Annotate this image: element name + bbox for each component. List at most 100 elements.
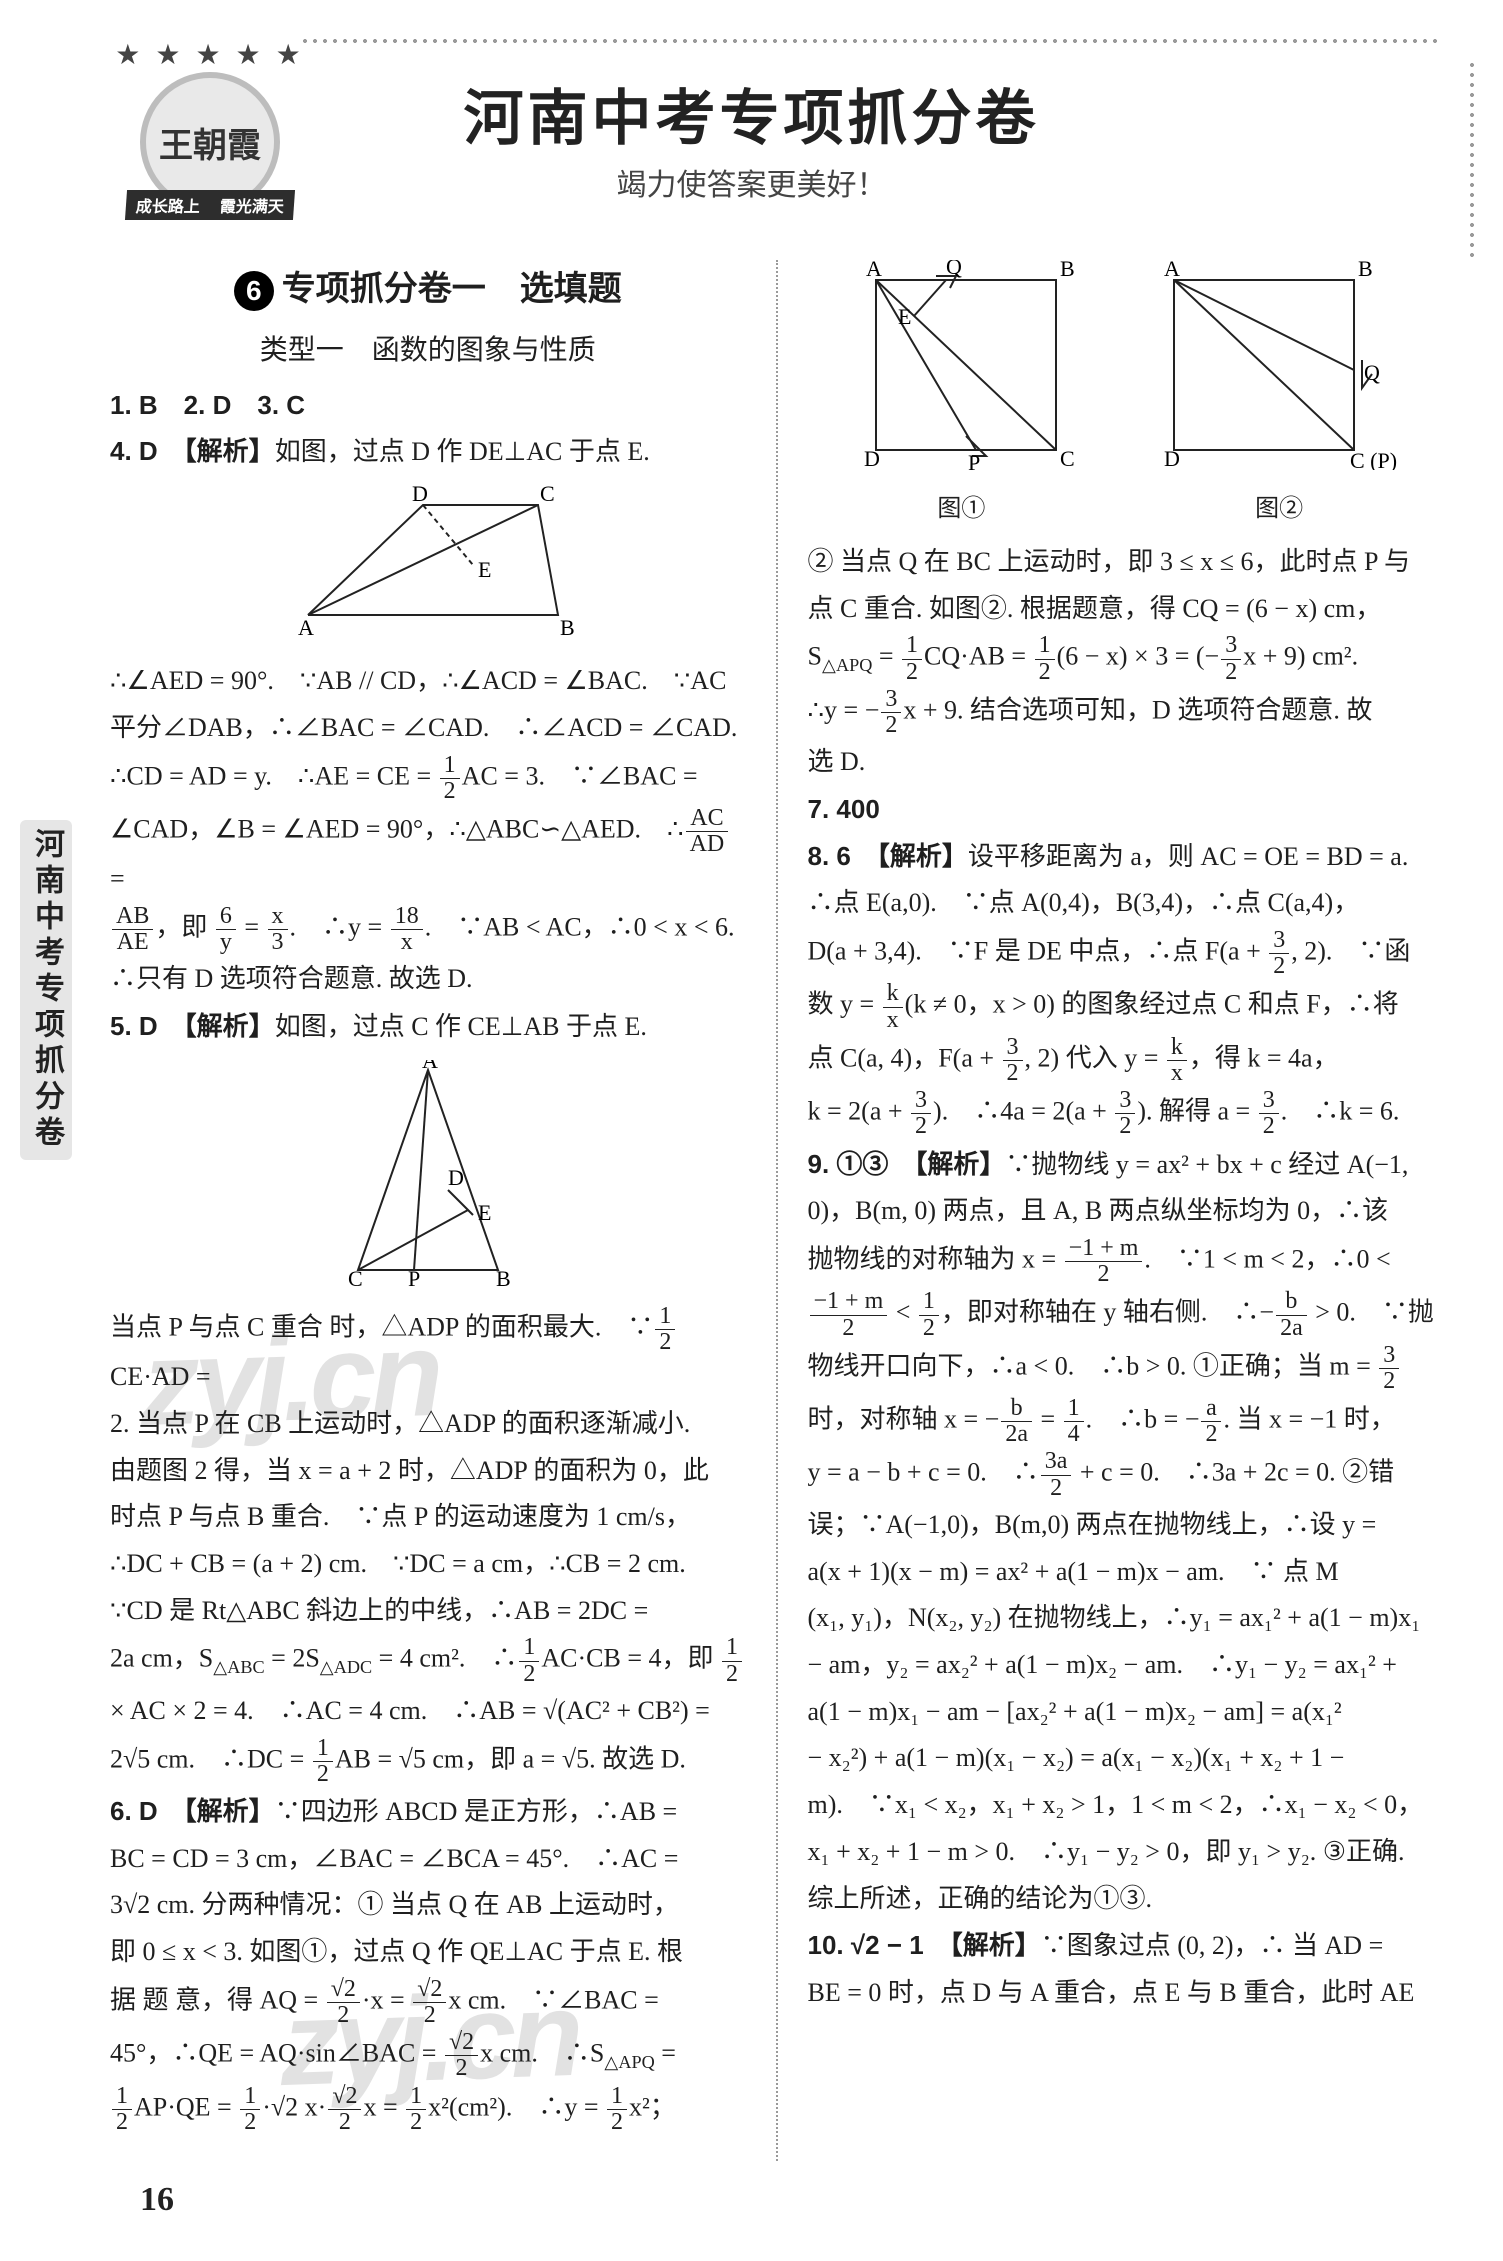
q5-body: × AC × 2 = 4. ∴AC = 4 cm. ∴AB = √(AC² + … (110, 1689, 746, 1734)
svg-text:E: E (898, 304, 911, 329)
star-icon: ★ ★ ★ ★ ★ (110, 38, 310, 72)
q6-body: BC = CD = 3 cm，∠BAC = ∠BCA = 45°. ∴AC = (110, 1837, 746, 1882)
section-heading: 6专项抓分卷一 选填题 (110, 260, 746, 318)
q9-body: 时，对称轴 x = −b2a = 14. ∴b = −a2. 当 x = −1 … (808, 1396, 1444, 1447)
q7-line: 7. 400 (808, 787, 1444, 832)
svg-text:A: A (1164, 260, 1180, 281)
figure-2-caption: 图② (1154, 489, 1404, 530)
q6-line: 6. D 【解析】∵四边形 ABCD 是正方形，∴AB = (110, 1789, 746, 1835)
svg-text:C: C (1060, 446, 1075, 470)
q9-body: 误；∵A(−1,0)，B(m,0) 两点在抛物线上，∴设 y = (808, 1503, 1444, 1548)
figure-2-wrap: A B D Q C (P) 图② (1154, 260, 1404, 530)
answers-line: 1. B 2. D 3. C (110, 383, 746, 428)
svg-text:A: A (866, 260, 882, 281)
q6-body: 即 0 ≤ x < 3. 如图①，过点 Q 作 QE⊥AC 于点 E. 根 (110, 1930, 746, 1975)
q10-head: 10. √2 − 1 【解析】 (808, 1930, 1041, 1960)
q6-body: 45°，∴QE = AQ·sin∠BAC = √22x cm. ∴S△APQ = (110, 2030, 746, 2081)
svg-text:C: C (348, 1266, 363, 1290)
type-heading: 类型一 函数的图象与性质 (110, 326, 746, 374)
figure-1-caption: 图① (846, 489, 1076, 530)
q9-body: 0)，B(m, 0) 两点，且 A, B 两点纵坐标均为 0，∴该 (808, 1189, 1444, 1234)
q5-body: 由题图 2 得，当 x = a + 2 时，△ADP 的面积为 0，此 (110, 1449, 746, 1494)
q9-body: −1 + m2 < 12，即对称轴在 y 轴右侧. ∴−b2a > 0. ∵抛 (808, 1289, 1444, 1340)
q10-line: 10. √2 − 1 【解析】∵图象过点 (0, 2)，∴ 当 AD = (808, 1923, 1444, 1969)
svg-text:D: D (448, 1165, 464, 1190)
q8-intro: 设平移距离为 a，则 AC = OE = BD = a. (968, 842, 1408, 871)
svg-text:E: E (478, 1200, 491, 1225)
svg-text:P: P (968, 450, 980, 470)
q9-body: − am，y₂ = ax₂² + a(1 − m)x₂ − am. ∴y₁ − … (808, 1643, 1444, 1688)
svg-text:D: D (412, 485, 428, 506)
section-number-icon: 6 (234, 271, 274, 311)
q4-body: ∴只有 D 选项符合题意. 故选 D. (110, 957, 746, 1002)
page-number: 16 (140, 2181, 174, 2219)
q6-intro: ∵四边形 ABCD 是正方形，∴AB = (275, 1797, 678, 1826)
q5-head: 5. D 【解析】 (110, 1011, 275, 1041)
q4-body: 平分∠DAB，∴∠BAC = ∠CAD. ∴∠ACD = ∠CAD. (110, 706, 746, 751)
svg-text:A: A (422, 1060, 438, 1073)
q6r-body: ② 当点 Q 在 BC 上运动时，即 3 ≤ x ≤ 6，此时点 P 与 (808, 540, 1444, 585)
content-area: 6专项抓分卷一 选填题 类型一 函数的图象与性质 1. B 2. D 3. C … (110, 260, 1443, 2161)
q5-body: 2√5 cm. ∴DC = 12AB = √5 cm，即 a = √5. 故选 … (110, 1736, 746, 1787)
right-column: A B C D E Q P 图① A B D (808, 260, 1444, 2161)
q8-head: 8. 6 【解析】 (808, 841, 968, 871)
svg-text:C: C (540, 485, 555, 506)
q4-head: 4. D 【解析】 (110, 436, 275, 466)
q9-body: 抛物线的对称轴为 x = −1 + m2. ∵1 < m < 2，∴0 < (808, 1236, 1444, 1287)
svg-text:P: P (408, 1266, 420, 1290)
q5-body: ∴DC + CB = (a + 2) cm. ∵DC = a cm，∴CB = … (110, 1542, 746, 1587)
q9-body: m). ∵x₁ < x₂，x₁ + x₂ > 1，1 < m < 2，∴x₁ −… (808, 1783, 1444, 1828)
q8-body: 点 C(a, 4)，F(a + 32, 2) 代入 y = kx，得 k = 4… (808, 1035, 1444, 1086)
page-subtitle: 竭力使答案更美好！ (0, 160, 1503, 204)
q5-intro: 如图，过点 C 作 CE⊥AB 于点 E. (275, 1012, 647, 1041)
svg-text:B: B (496, 1266, 511, 1290)
q10-intro: ∵图象过点 (0, 2)，∴ 当 AD = (1041, 1931, 1384, 1960)
q6-body: 3√2 cm. 分两种情况：① 当点 Q 在 AB 上运动时， (110, 1883, 746, 1928)
q9-body: (x₁, y₁)，N(x₂, y₂) 在抛物线上，∴y₁ = ax₁² + a(… (808, 1596, 1444, 1641)
q6r-body: S△APQ = 12CQ·AB = 12(6 − x) × 3 = (−32x … (808, 633, 1444, 684)
q6-head: 6. D 【解析】 (110, 1796, 275, 1826)
q6r-body: ∴y = −32x + 9. 结合选项可知，D 选项符合题意. 故 (808, 687, 1444, 738)
q9-head: 9. ①③ 【解析】 (808, 1149, 1006, 1179)
svg-text:Q: Q (1364, 360, 1380, 385)
q8-body: ∴点 E(a,0). ∵点 A(0,4)，B(3,4)，∴点 C(a,4)， (808, 881, 1444, 926)
svg-text:Q: Q (946, 260, 962, 279)
q9-line: 9. ①③ 【解析】∵抛物线 y = ax² + bx + c 经过 A(−1, (808, 1142, 1444, 1188)
column-divider (776, 260, 778, 2161)
q9-body: − x₂²) + a(1 − m)(x₁ − x₂) = a(x₁ − x₂)(… (808, 1736, 1444, 1781)
q4-body: ∠CAD，∠B = ∠AED = 90°，∴△ABC∽△AED. ∴ACAD = (110, 806, 746, 902)
figure-2: A B D Q C (P) (1154, 260, 1404, 470)
figure-q5: A B C D E P (318, 1060, 538, 1290)
q4-body: ABAE，即 6y = x3. ∴y = 18x. ∵AB < AC，∴0 < … (110, 904, 746, 955)
svg-text:B: B (1060, 260, 1075, 281)
q9-body: 物线开口向下，∴a < 0. ∴b > 0. ①正确；当 m = 32 (808, 1343, 1444, 1394)
svg-text:A: A (298, 615, 314, 640)
q5-line: 5. D 【解析】如图，过点 C 作 CE⊥AB 于点 E. (110, 1004, 746, 1050)
q9-body: x₁ + x₂ + 1 − m > 0. ∴y₁ − y₂ > 0，即 y₁ >… (808, 1830, 1444, 1875)
left-column: 6专项抓分卷一 选填题 类型一 函数的图象与性质 1. B 2. D 3. C … (110, 260, 746, 2161)
q6-body: 12AP·QE = 12·√2 x·√22x = 12x²(cm²). ∴y =… (110, 2084, 746, 2135)
q5-body: 2. 当点 P 在 CB 上运动时，△ADP 的面积逐渐减小. (110, 1402, 746, 1447)
q9-intro: ∵抛物线 y = ax² + bx + c 经过 A(−1, (1005, 1150, 1408, 1179)
q8-line: 8. 6 【解析】设平移距离为 a，则 AC = OE = BD = a. (808, 834, 1444, 880)
q8-body: 数 y = kx(k ≠ 0，x > 0) 的图象经过点 C 和点 F，∴将 (808, 981, 1444, 1032)
svg-text:D: D (1164, 446, 1180, 470)
q6r-body: 点 C 重合. 如图②. 根据题意，得 CQ = (6 − x) cm， (808, 587, 1444, 632)
decoration-dots-right (1467, 60, 1477, 260)
q9-body: a(x + 1)(x − m) = ax² + a(1 − m)x − am. … (808, 1550, 1444, 1595)
sidebar-tab: 河南中考专项抓分卷 (20, 820, 72, 1160)
page-title: 河南中考专项抓分卷 (0, 70, 1503, 157)
svg-text:E: E (478, 557, 491, 582)
figure-q4: A B C D E (278, 485, 578, 645)
q4-line: 4. D 【解析】如图，过点 D 作 DE⊥AC 于点 E. (110, 429, 746, 475)
figure-pair: A B C D E Q P 图① A B D (808, 260, 1444, 530)
figure-1: A B C D E Q P (846, 260, 1076, 470)
q9-body: a(1 − m)x₁ − am − [ax₂² + a(1 − m)x₂ − a… (808, 1690, 1444, 1735)
q6-body: 据 题 意，得 AQ = √22·x = √22x cm. ∵∠BAC = (110, 1977, 746, 2028)
q5-body: 时点 P 与点 B 重合. ∵点 P 的运动速度为 1 cm/s， (110, 1495, 746, 1540)
q8-body: D(a + 3,4). ∵F 是 DE 中点，∴点 F(a + 32, 2). … (808, 928, 1444, 979)
q5-body: 当点 P 与点 C 重合 时，△ADP 的面积最大. ∵12CE·AD = (110, 1304, 746, 1400)
page-header: ★ ★ ★ ★ ★ 王朝霞 成长路上 霞光满天 河南中考专项抓分卷 竭力使答案更… (0, 0, 1503, 230)
q8-body: k = 2(a + 32). ∴4a = 2(a + 32). 解得 a = 3… (808, 1088, 1444, 1139)
svg-text:B: B (560, 615, 575, 640)
